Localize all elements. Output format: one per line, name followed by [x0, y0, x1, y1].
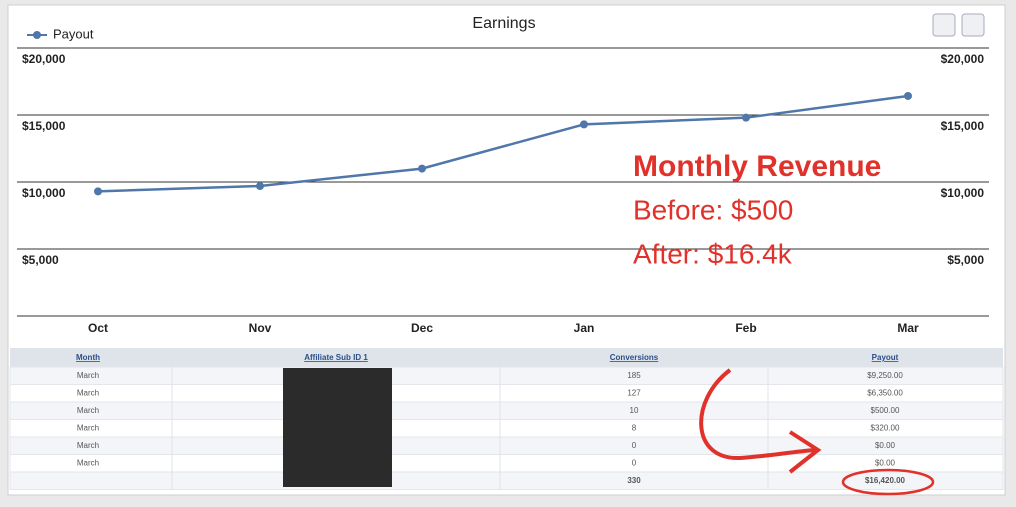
series-line — [97, 94, 909, 193]
export-button[interactable] — [961, 13, 985, 37]
point — [256, 182, 264, 191]
point — [904, 91, 912, 100]
table-cell: 10 — [630, 406, 639, 415]
table-cell: $0.00 — [875, 441, 896, 450]
table-cell: March — [77, 388, 99, 397]
toolbar — [932, 13, 985, 37]
x-tick-label: Jan — [574, 321, 595, 335]
table-cell: March — [77, 441, 99, 450]
table-cell: $0.00 — [875, 458, 896, 467]
x-tick-label: Nov — [249, 321, 272, 335]
annotation-before: Before: $500 — [633, 194, 793, 225]
y-tick-label: $10,000 — [22, 186, 66, 200]
point — [742, 113, 750, 122]
x-tick-label: Dec — [411, 321, 433, 335]
x-tick-label: Feb — [735, 321, 756, 335]
chart-title: Earnings — [472, 15, 535, 32]
total-conversions: 330 — [627, 476, 641, 485]
y-tick-label: $5,000 — [22, 253, 59, 267]
y-tick-label: $20,000 — [22, 52, 66, 66]
table-row-bg — [9, 366, 1004, 385]
table-cell: March — [77, 406, 99, 415]
annotation-after: After: $16.4k — [633, 238, 793, 269]
table-cell: $9,250.00 — [867, 371, 903, 380]
y-tick-label: $15,000 — [22, 119, 66, 133]
highlight-circle — [841, 468, 935, 496]
redaction — [283, 368, 392, 487]
arrow-head — [788, 430, 822, 474]
legend-label: Payout — [53, 26, 94, 41]
y-tick-label-right: $5,000 — [947, 253, 984, 267]
point — [94, 187, 102, 196]
table-row-bg — [9, 401, 1004, 420]
y-tick-label-right: $10,000 — [941, 186, 985, 200]
table-row-bg — [9, 454, 1004, 473]
print-button[interactable] — [932, 13, 956, 37]
point — [580, 120, 588, 129]
column-header: Month — [76, 353, 100, 362]
legend-marker — [33, 31, 41, 39]
table-cell: March — [77, 423, 99, 432]
table-cell: 0 — [632, 458, 637, 467]
x-tick-label: Mar — [897, 321, 919, 335]
table-cell: 8 — [632, 423, 637, 432]
table-cell: 185 — [627, 371, 641, 380]
table-cell: 0 — [632, 441, 637, 450]
table-header-bg — [10, 348, 1003, 367]
y-tick-label-right: $15,000 — [941, 119, 985, 133]
column-header: Conversions — [610, 353, 659, 362]
table-row-bg — [9, 419, 1004, 438]
table-row-bg — [9, 384, 1004, 403]
column-header: Payout — [872, 353, 899, 362]
table-row-bg — [9, 471, 1004, 490]
x-tick-label: Oct — [88, 321, 108, 335]
total-payout: $16,420.00 — [865, 476, 906, 485]
point — [418, 164, 426, 173]
table-cell: $500.00 — [871, 406, 900, 415]
column-header: Affiliate Sub ID 1 — [304, 353, 368, 362]
table-cell: March — [77, 371, 99, 380]
table-cell: March — [77, 458, 99, 467]
arrow — [699, 368, 816, 461]
table-cell: $6,350.00 — [867, 388, 903, 397]
table-row-bg — [9, 436, 1004, 455]
y-tick-label-right: $20,000 — [941, 52, 985, 66]
table-cell: 127 — [627, 388, 641, 397]
annotation-heading: Monthly Revenue — [633, 150, 881, 183]
table-cell: $320.00 — [871, 423, 900, 432]
